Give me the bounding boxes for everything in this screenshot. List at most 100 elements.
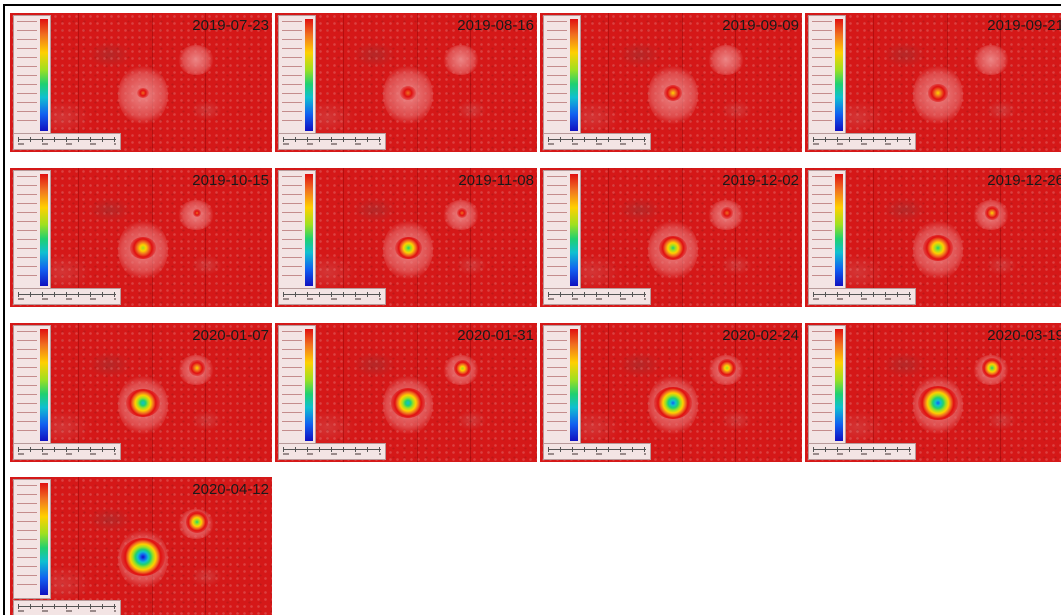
colorbar-gradient	[40, 483, 48, 595]
panel-date-label: 2019-08-16	[457, 17, 534, 34]
map-panel: 2020-01-07	[10, 323, 272, 462]
panel-date-label: 2019-09-21	[987, 17, 1061, 34]
colorbar-tick-labels	[282, 176, 302, 284]
colorbar-tick-labels	[547, 21, 567, 129]
panel-date-label: 2019-12-02	[722, 172, 799, 189]
subsidence-plume-secondary	[457, 208, 467, 218]
map-seam	[343, 323, 344, 462]
colorbar-legend	[13, 325, 51, 445]
map-panel: 2019-09-09	[540, 13, 802, 152]
map-seam	[470, 13, 471, 152]
scale-bar-lbl	[18, 298, 116, 300]
scale-bar-lbl	[548, 453, 646, 455]
scale-bar-lbl	[548, 298, 646, 300]
map-seam	[343, 13, 344, 152]
map-seam	[735, 168, 736, 307]
subsidence-plume	[130, 237, 156, 259]
scale-bar-lbl	[283, 453, 381, 455]
map-seam	[78, 13, 79, 152]
scale-bar	[543, 288, 651, 305]
subsidence-plume	[399, 85, 417, 101]
colorbar-tick-labels	[17, 331, 37, 439]
map-seam	[735, 323, 736, 462]
map-seam	[608, 323, 609, 462]
panel-date-label: 2020-04-12	[192, 481, 269, 498]
map-seam	[873, 168, 874, 307]
panel-date-label: 2020-02-24	[722, 327, 799, 344]
map-panel: 2020-03-19	[805, 323, 1061, 462]
map-panel: 2019-08-16	[275, 13, 537, 152]
map-panel: 2020-04-12	[10, 477, 272, 615]
deformation-halo-secondary	[708, 45, 744, 75]
subsidence-plume	[918, 386, 958, 420]
deformation-halo-secondary	[443, 45, 479, 75]
scale-bar-lbl	[18, 143, 116, 145]
scale-bar-tk	[283, 137, 381, 142]
scale-bar	[543, 443, 651, 460]
colorbar-tick-labels	[812, 21, 832, 129]
scale-bar-lbl	[283, 143, 381, 145]
subsidence-plume	[663, 85, 683, 101]
scale-bar-tk	[283, 447, 381, 452]
map-panel: 2020-02-24	[540, 323, 802, 462]
scale-bar-lbl	[813, 298, 911, 300]
map-seam	[205, 168, 206, 307]
subsidence-plume	[137, 88, 149, 98]
colorbar-gradient	[835, 19, 843, 131]
scale-bar	[808, 288, 916, 305]
scale-bar-tk	[283, 292, 381, 297]
subsidence-plume	[927, 84, 949, 102]
scale-bar-lbl	[283, 298, 381, 300]
scale-bar-lbl	[813, 453, 911, 455]
map-panel: 2019-12-02	[540, 168, 802, 307]
subsidence-plume-secondary	[718, 359, 736, 377]
colorbar-tick-labels	[547, 176, 567, 284]
map-seam	[78, 168, 79, 307]
map-panel: 2020-01-31	[275, 323, 537, 462]
subsidence-plume	[390, 388, 426, 418]
map-seam	[735, 13, 736, 152]
scale-bar	[13, 288, 121, 305]
scale-bar-tk	[18, 447, 116, 452]
colorbar-gradient	[835, 329, 843, 441]
scale-bar	[278, 288, 386, 305]
colorbar-gradient	[40, 19, 48, 131]
colorbar-tick-labels	[17, 176, 37, 284]
colorbar-tick-labels	[17, 485, 37, 593]
colorbar-gradient	[305, 329, 313, 441]
map-panel: 2019-07-23	[10, 13, 272, 152]
colorbar-legend	[278, 325, 316, 445]
subsidence-plume-secondary	[453, 359, 471, 377]
panel-date-label: 2019-10-15	[192, 172, 269, 189]
subsidence-plume-secondary	[192, 208, 202, 218]
scale-bar-tk	[813, 292, 911, 297]
subsidence-plume	[654, 387, 692, 419]
colorbar-gradient	[40, 329, 48, 441]
colorbar-legend	[278, 170, 316, 290]
map-seam	[1000, 168, 1001, 307]
map-seam	[78, 477, 79, 615]
colorbar-legend	[808, 15, 846, 135]
scale-bar-tk	[813, 447, 911, 452]
map-seam	[78, 323, 79, 462]
subsidence-plume	[922, 235, 954, 261]
colorbar-legend	[13, 15, 51, 135]
subsidence-plume-secondary	[186, 511, 208, 533]
colorbar-legend	[808, 170, 846, 290]
colorbar-legend	[543, 325, 581, 445]
panel-date-label: 2020-01-07	[192, 327, 269, 344]
subsidence-plume	[658, 235, 688, 261]
map-seam	[470, 168, 471, 307]
colorbar-gradient	[305, 174, 313, 286]
subsidence-plume	[126, 388, 160, 418]
map-seam	[205, 13, 206, 152]
scale-bar-tk	[548, 292, 646, 297]
scale-bar	[13, 600, 121, 615]
panel-date-label: 2019-07-23	[192, 17, 269, 34]
deformation-halo-secondary	[178, 45, 214, 75]
colorbar-gradient	[305, 19, 313, 131]
panel-date-label: 2020-03-19	[987, 327, 1061, 344]
colorbar-gradient	[570, 19, 578, 131]
scale-bar-tk	[813, 137, 911, 142]
colorbar-tick-labels	[282, 331, 302, 439]
